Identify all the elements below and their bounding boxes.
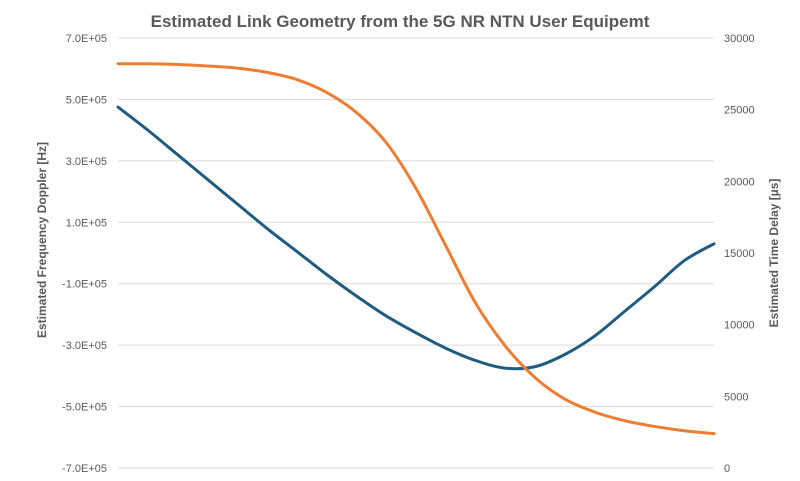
right-tick-label: 15000 [724, 248, 755, 260]
right-axis-label: Estimated Time Delay [µs] [767, 179, 781, 328]
right-axis-ticks: 30000 25000 20000 15000 10000 5000 0 [724, 33, 755, 475]
left-tick-label: 7.0E+05 [66, 33, 107, 45]
left-tick-label: -7.0E+05 [62, 463, 107, 475]
left-tick-label: -5.0E+05 [62, 402, 107, 414]
right-tick-label: 10000 [724, 320, 755, 332]
right-tick-label: 0 [724, 463, 730, 475]
left-axis-label: Estimated Frequency Doppler [Hz] [35, 142, 49, 338]
left-tick-label: -1.0E+05 [62, 279, 107, 291]
left-tick-label: 1.0E+05 [66, 217, 107, 229]
left-tick-label: -3.0E+05 [62, 340, 107, 352]
right-tick-label: 20000 [724, 176, 755, 188]
right-tick-label: 30000 [724, 33, 755, 45]
right-tick-label: 25000 [724, 105, 755, 117]
chart-title: Estimated Link Geometry from the 5G NR N… [151, 12, 650, 31]
left-tick-label: 5.0E+05 [66, 94, 107, 106]
doppler-series-line [116, 105, 716, 371]
time-delay-series-line [116, 62, 716, 436]
gridlines [118, 37, 714, 469]
left-axis-ticks: 7.0E+05 5.0E+05 3.0E+05 1.0E+05 -1.0E+05 -3.0… [62, 33, 107, 475]
left-tick-label: 3.0E+05 [66, 156, 107, 168]
right-tick-label: 5000 [724, 391, 748, 403]
series-lines [116, 62, 716, 436]
